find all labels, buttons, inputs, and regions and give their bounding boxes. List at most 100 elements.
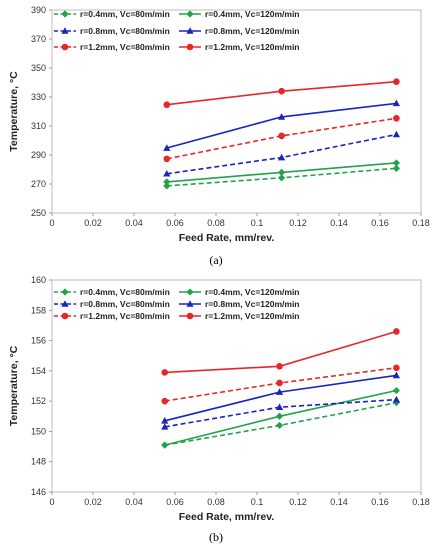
- legend: r=0.4mm, Vc=80m/min r=0.4mm, Vc=120m/min r…: [54, 287, 300, 321]
- x-tick-label: 0.04: [125, 218, 143, 228]
- data-point: [276, 379, 283, 387]
- y-tick-label: 154: [31, 366, 46, 376]
- data-point: [163, 169, 171, 177]
- y-tick-label: 150: [31, 426, 46, 436]
- data-point: [393, 78, 400, 86]
- data-point: [392, 399, 400, 407]
- series-5: [161, 328, 400, 376]
- series-line: [164, 398, 397, 428]
- data-point: [163, 178, 171, 186]
- legend-marker: [61, 300, 69, 307]
- y-axis-label: Temperature, °C: [8, 345, 20, 426]
- legend-label: r=0.8mm, Vc=80m/min: [80, 26, 170, 36]
- data-point: [275, 403, 284, 410]
- y-tick-label: 270: [31, 179, 46, 189]
- legend-label: r=1.2mm, Vc=120m/min: [205, 42, 300, 52]
- legend-marker: [61, 43, 69, 51]
- data-point: [161, 417, 169, 424]
- legend-marker: [186, 27, 194, 34]
- y-tick-label: 158: [31, 305, 46, 315]
- x-tick-label: 0.1: [251, 497, 264, 507]
- series-0: [163, 164, 400, 190]
- legend-item: r=0.8mm, Vc=120m/min: [179, 26, 300, 36]
- x-tick-label: 0: [49, 218, 54, 228]
- panel-caption: (a): [209, 253, 222, 267]
- x-tick-label: 0.08: [207, 218, 225, 228]
- x-tick-label: 0.12: [289, 218, 307, 228]
- series-5: [163, 78, 400, 109]
- data-point: [392, 159, 400, 167]
- data-point: [278, 168, 286, 176]
- series-line: [166, 117, 397, 160]
- data-point: [392, 99, 400, 107]
- legend-item: r=0.8mm, Vc=120m/min: [179, 299, 300, 309]
- legend-marker: [186, 43, 194, 51]
- y-axis-label: Temperature, °C: [8, 71, 20, 152]
- legend: r=0.4mm, Vc=80m/min r=0.4mm, Vc=120m/min r…: [54, 9, 300, 52]
- x-tick-label: 0.16: [371, 218, 389, 228]
- data-point: [163, 182, 171, 190]
- data-point: [278, 87, 285, 95]
- y-tick-label: 290: [31, 150, 46, 160]
- x-tick-label: 0.14: [330, 497, 348, 507]
- y-tick-label: 156: [31, 336, 46, 346]
- data-point: [278, 174, 286, 182]
- x-tick-label: 0.18: [412, 218, 430, 228]
- legend-item: r=0.4mm, Vc=80m/min: [54, 9, 170, 19]
- series-4: [161, 364, 400, 405]
- legend-marker: [61, 312, 69, 320]
- data-point: [393, 114, 400, 122]
- data-point: [161, 441, 169, 449]
- legend-marker: [186, 10, 194, 18]
- data-point: [278, 132, 285, 140]
- x-tick-label: 0.02: [84, 497, 102, 507]
- x-tick-label: 0.18: [412, 497, 430, 507]
- y-tick-label: 390: [31, 5, 46, 15]
- legend-item: r=1.2mm, Vc=80m/min: [54, 42, 170, 52]
- data-point: [275, 388, 284, 395]
- data-point: [392, 130, 400, 138]
- legend-label: r=0.8mm, Vc=120m/min: [205, 299, 300, 309]
- legend-label: r=0.8mm, Vc=80m/min: [80, 299, 170, 309]
- x-tick-label: 0.16: [371, 497, 389, 507]
- x-tick-label: 0: [49, 497, 54, 507]
- legend-item: r=0.8mm, Vc=80m/min: [54, 26, 170, 36]
- data-point: [161, 423, 169, 430]
- series-2: [163, 130, 400, 177]
- legend-item: r=0.4mm, Vc=120m/min: [179, 9, 300, 19]
- x-tick-label: 0.12: [289, 497, 307, 507]
- data-point: [276, 363, 283, 370]
- x-tick-label: 0.06: [166, 497, 184, 507]
- series-line: [166, 102, 397, 149]
- legend-item: r=1.2mm, Vc=80m/min: [54, 311, 170, 321]
- series-1: [161, 386, 400, 449]
- data-point: [392, 395, 400, 403]
- legend-label: r=0.8mm, Vc=120m/min: [205, 26, 300, 36]
- data-point: [163, 101, 171, 109]
- x-axis-label: Feed Rate, mm/rev.: [179, 232, 275, 244]
- legend-marker: [186, 288, 194, 296]
- legend-marker: [186, 312, 194, 320]
- y-tick-label: 350: [31, 63, 46, 73]
- legend-label: r=0.4mm, Vc=80m/min: [80, 9, 170, 19]
- x-axis-label: Feed Rate, mm/rev.: [179, 511, 275, 523]
- legend-label: r=1.2mm, Vc=120m/min: [205, 311, 300, 321]
- data-point: [393, 364, 400, 372]
- data-point: [393, 328, 400, 335]
- legend-marker: [61, 288, 69, 296]
- data-point: [163, 144, 171, 151]
- legend-marker: [61, 10, 69, 18]
- x-tick-label: 0.14: [330, 218, 348, 228]
- legend-label: r=1.2mm, Vc=80m/min: [80, 311, 170, 321]
- legend-item: r=0.4mm, Vc=120m/min: [179, 287, 300, 297]
- legend-marker: [61, 27, 69, 34]
- data-point: [161, 369, 169, 376]
- y-tick-label: 250: [31, 208, 46, 218]
- data-point: [163, 155, 171, 163]
- data-point: [161, 397, 169, 405]
- legend-item: r=1.2mm, Vc=120m/min: [179, 42, 300, 52]
- y-tick-label: 146: [31, 487, 46, 497]
- chart-panel-b: 0 0.02 0.04 0.06 0.08 0.1 0.12 0.14 0.16 0.18 146 1…: [8, 275, 430, 544]
- plot-frame: [51, 9, 422, 214]
- y-tick-label: 160: [31, 275, 46, 285]
